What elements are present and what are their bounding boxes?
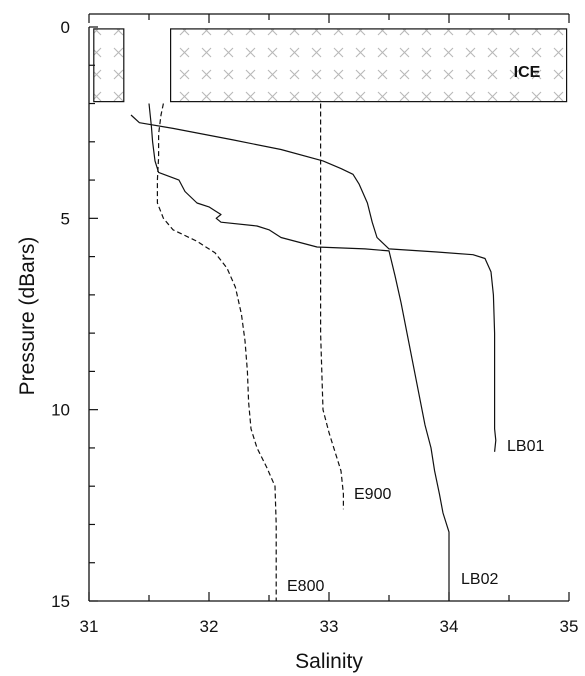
ice-layer: ICE	[93, 28, 568, 103]
series-label-lb01: LB01	[507, 438, 544, 455]
ice-block-2	[170, 28, 568, 103]
y-tick-label: 10	[51, 401, 70, 420]
y-axis-title: Pressure (dBars)	[16, 237, 39, 396]
x-tick-label: 34	[440, 617, 459, 636]
series-line-lb01	[130, 114, 497, 452]
series-layer: LB01 LB02 E800 E900	[130, 103, 544, 601]
x-tick-label: 32	[200, 617, 219, 636]
ice-label: ICE	[514, 64, 541, 81]
series-label-e900: E900	[354, 486, 391, 503]
y-tick-label: 5	[61, 209, 70, 228]
x-tick-label: 33	[320, 617, 339, 636]
x-tick-label: 31	[80, 617, 99, 636]
series-label-e800: E800	[287, 578, 324, 595]
x-tick-label: 35	[560, 617, 579, 636]
series-line-e900	[320, 103, 344, 510]
axes-layer: 31 32 33 34 35 0 5 10 15	[51, 13, 579, 636]
series-line-lb02	[148, 103, 450, 601]
y-tick-label: 15	[51, 592, 70, 611]
series-line-e800	[156, 103, 277, 601]
x-axis-title: Salinity	[295, 650, 363, 673]
ice-block-1	[93, 28, 125, 103]
series-label-lb02: LB02	[461, 571, 498, 588]
y-tick-label: 0	[61, 18, 70, 37]
